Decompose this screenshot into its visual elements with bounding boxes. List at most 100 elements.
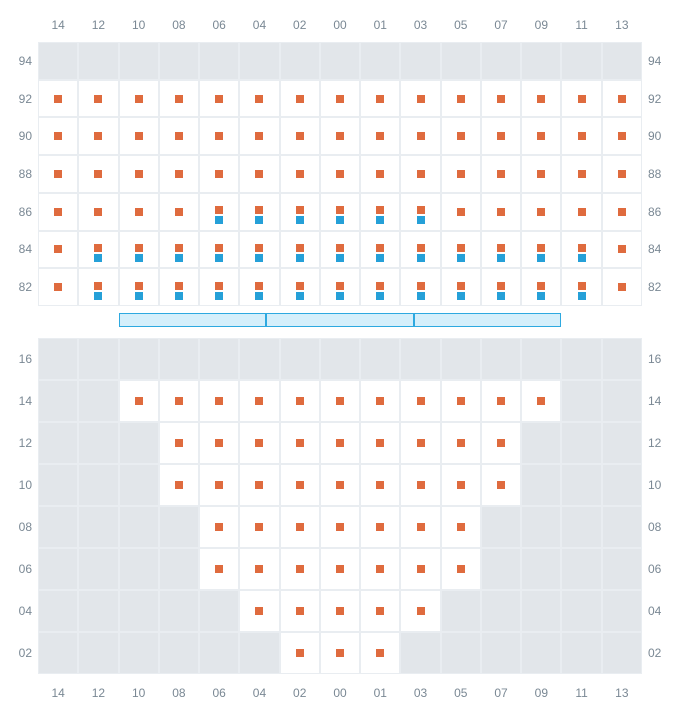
seat-cell[interactable]	[602, 117, 642, 155]
seat-cell[interactable]	[400, 548, 440, 590]
seat-cell[interactable]	[159, 80, 199, 118]
seat-cell[interactable]	[320, 632, 360, 674]
seat-cell[interactable]	[320, 422, 360, 464]
seat-cell[interactable]	[441, 231, 481, 269]
seat-cell[interactable]	[360, 80, 400, 118]
seat-cell[interactable]	[280, 268, 320, 306]
seat-cell[interactable]	[441, 193, 481, 231]
seat-cell[interactable]	[38, 155, 78, 193]
seat-cell[interactable]	[400, 422, 440, 464]
seat-cell[interactable]	[199, 117, 239, 155]
seat-cell[interactable]	[119, 193, 159, 231]
seat-cell[interactable]	[521, 155, 561, 193]
seat-cell[interactable]	[239, 117, 279, 155]
seat-cell[interactable]	[521, 117, 561, 155]
seat-cell[interactable]	[239, 548, 279, 590]
seat-cell[interactable]	[481, 422, 521, 464]
seat-cell[interactable]	[280, 464, 320, 506]
seat-cell[interactable]	[159, 268, 199, 306]
seat-cell[interactable]	[119, 117, 159, 155]
seat-cell[interactable]	[400, 80, 440, 118]
seat-cell[interactable]	[38, 193, 78, 231]
seat-cell[interactable]	[239, 268, 279, 306]
seat-cell[interactable]	[481, 155, 521, 193]
seat-cell[interactable]	[481, 380, 521, 422]
seat-cell[interactable]	[320, 117, 360, 155]
seat-cell[interactable]	[481, 231, 521, 269]
seat-cell[interactable]	[602, 268, 642, 306]
seat-cell[interactable]	[441, 548, 481, 590]
seat-cell[interactable]	[320, 464, 360, 506]
seat-cell[interactable]	[521, 80, 561, 118]
seat-cell[interactable]	[38, 268, 78, 306]
seat-cell[interactable]	[239, 590, 279, 632]
seat-cell[interactable]	[119, 155, 159, 193]
seat-cell[interactable]	[280, 422, 320, 464]
seat-cell[interactable]	[441, 80, 481, 118]
seat-cell[interactable]	[199, 380, 239, 422]
seat-cell[interactable]	[280, 193, 320, 231]
seat-cell[interactable]	[400, 380, 440, 422]
seat-cell[interactable]	[320, 590, 360, 632]
seat-cell[interactable]	[441, 155, 481, 193]
seat-cell[interactable]	[78, 117, 118, 155]
seat-cell[interactable]	[38, 80, 78, 118]
seat-cell[interactable]	[199, 193, 239, 231]
seat-cell[interactable]	[400, 506, 440, 548]
seat-cell[interactable]	[561, 193, 601, 231]
seat-cell[interactable]	[360, 268, 400, 306]
seat-cell[interactable]	[159, 422, 199, 464]
seat-cell[interactable]	[521, 231, 561, 269]
seat-cell[interactable]	[400, 117, 440, 155]
seat-cell[interactable]	[481, 193, 521, 231]
seat-cell[interactable]	[441, 464, 481, 506]
seat-cell[interactable]	[360, 422, 400, 464]
seat-cell[interactable]	[280, 590, 320, 632]
seat-cell[interactable]	[239, 380, 279, 422]
seat-cell[interactable]	[38, 117, 78, 155]
seat-cell[interactable]	[320, 548, 360, 590]
seat-cell[interactable]	[199, 464, 239, 506]
seat-cell[interactable]	[441, 506, 481, 548]
seat-cell[interactable]	[320, 231, 360, 269]
seat-cell[interactable]	[78, 193, 118, 231]
seat-cell[interactable]	[199, 231, 239, 269]
seat-cell[interactable]	[360, 231, 400, 269]
seat-cell[interactable]	[199, 155, 239, 193]
seat-cell[interactable]	[400, 268, 440, 306]
seat-cell[interactable]	[38, 231, 78, 269]
seat-cell[interactable]	[360, 548, 400, 590]
seat-cell[interactable]	[360, 380, 400, 422]
seat-cell[interactable]	[561, 155, 601, 193]
seat-cell[interactable]	[360, 193, 400, 231]
seat-cell[interactable]	[360, 632, 400, 674]
seat-cell[interactable]	[78, 231, 118, 269]
seat-cell[interactable]	[320, 155, 360, 193]
seat-cell[interactable]	[400, 231, 440, 269]
seat-cell[interactable]	[159, 380, 199, 422]
seat-cell[interactable]	[159, 193, 199, 231]
seat-cell[interactable]	[481, 80, 521, 118]
seat-cell[interactable]	[199, 506, 239, 548]
seat-cell[interactable]	[400, 464, 440, 506]
seat-cell[interactable]	[521, 380, 561, 422]
seat-cell[interactable]	[119, 80, 159, 118]
seat-cell[interactable]	[561, 80, 601, 118]
seat-cell[interactable]	[159, 231, 199, 269]
seat-cell[interactable]	[239, 422, 279, 464]
seat-cell[interactable]	[159, 117, 199, 155]
seat-cell[interactable]	[320, 80, 360, 118]
seat-cell[interactable]	[481, 464, 521, 506]
seat-cell[interactable]	[239, 80, 279, 118]
seat-cell[interactable]	[400, 193, 440, 231]
seat-cell[interactable]	[199, 268, 239, 306]
seat-cell[interactable]	[280, 155, 320, 193]
seat-cell[interactable]	[521, 193, 561, 231]
seat-cell[interactable]	[239, 231, 279, 269]
seat-cell[interactable]	[360, 117, 400, 155]
seat-cell[interactable]	[320, 193, 360, 231]
seat-cell[interactable]	[561, 231, 601, 269]
seat-cell[interactable]	[78, 268, 118, 306]
seat-cell[interactable]	[239, 464, 279, 506]
seat-cell[interactable]	[561, 268, 601, 306]
